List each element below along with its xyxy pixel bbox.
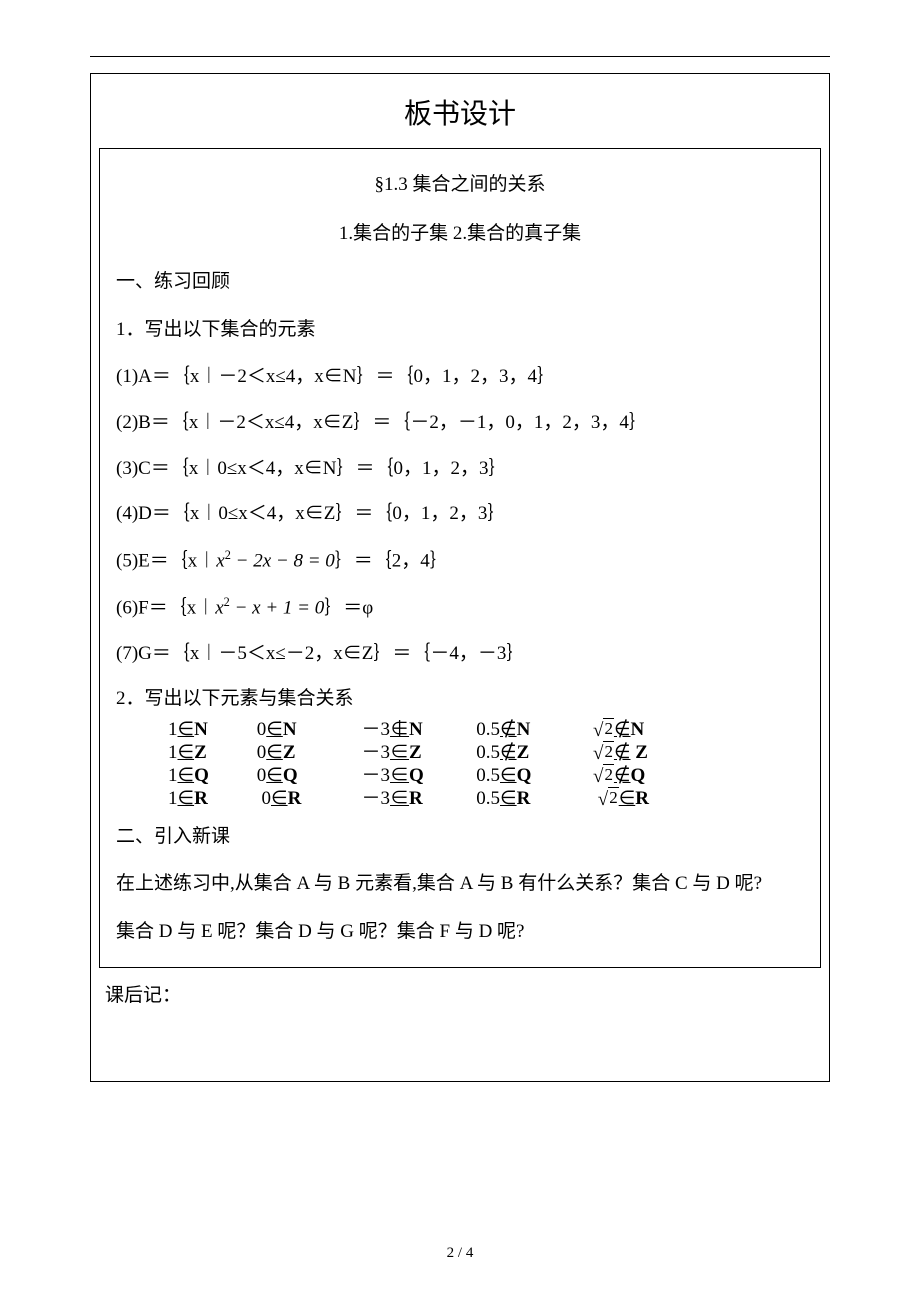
- sqrt-icon: 2: [591, 743, 614, 764]
- cell: 0.5∉Z: [476, 743, 586, 764]
- sqrt-icon: 2: [591, 720, 614, 741]
- cell: 0.5∉N: [476, 720, 586, 741]
- cell: 2∈R: [591, 789, 649, 810]
- page: 板书设计 §1.3 集合之间的关系 1.集合的子集 2.集合的真子集 一、练习回…: [0, 0, 920, 1302]
- q1-label: 1．写出以下集合的元素: [116, 317, 804, 343]
- part1-heading: 一、练习回顾: [116, 269, 804, 295]
- item-6-prefix: (6)F＝｛x︱: [116, 597, 215, 618]
- cell: 0.5∈R: [476, 789, 586, 810]
- item-6-rest: − x + 1 = 0: [230, 597, 324, 618]
- relation-grid: 1∈N 0∈N －3∉N 0.5∉N 2∉N 1∈Z 0∈Z －3∈Z 0.5∉…: [116, 720, 804, 810]
- page-footer: 2 / 4: [0, 1245, 920, 1262]
- cell: 0.5∈Q: [476, 766, 586, 787]
- relation-row-1: 1∈N 0∈N －3∉N 0.5∉N 2∉N: [116, 720, 804, 741]
- item-4: (4)D＝｛x︱0≤x＜4，x∈Z｝＝｛0，1，2，3｝: [116, 501, 804, 527]
- relation-row-4: 1∈R 0∈R －3∈R 0.5∈R 2∈R: [116, 789, 804, 810]
- relation-row-3: 1∈Q 0∈Q －3∈Q 0.5∈Q 2∉Q: [116, 766, 804, 787]
- cell: 0∈Q: [257, 766, 357, 787]
- item-5: (5)E＝｛x︱x2 − 2x − 8 = 0｝＝｛2，4｝: [116, 547, 804, 574]
- cell: 1∈N: [168, 720, 252, 741]
- outer-title: 板书设计: [95, 92, 825, 132]
- item-2: (2)B＝｛x︱－2＜x≤4，x∈Z｝＝｛－2，－1，0，1，2，3，4｝: [116, 410, 804, 436]
- cell: 0∈Z: [257, 743, 357, 764]
- para-1: 在上述练习中,从集合 A 与 B 元素看,集合 A 与 B 有什么关系？集合 C…: [116, 871, 804, 897]
- part2-heading: 二、引入新课: [116, 824, 804, 850]
- item-7: (7)G＝｛x︱－5＜x≤－2，x∈Z｝＝｛－4，－3｝: [116, 641, 804, 667]
- notes-label: 课后记：: [105, 980, 825, 1007]
- item-5-rest: − 2x − 8 = 0: [231, 550, 335, 571]
- cell: －3∉N: [362, 720, 472, 741]
- relation-row-2: 1∈Z 0∈Z －3∈Z 0.5∉Z 2∉ Z: [116, 743, 804, 764]
- cell: 2∉ Z: [591, 743, 648, 764]
- item-6-suffix: ｝＝φ: [324, 597, 373, 618]
- q2-label: 2．写出以下元素与集合关系: [116, 686, 804, 712]
- cell: 0∈N: [257, 720, 357, 741]
- cell: 2∉Q: [591, 766, 645, 787]
- outer-box: 板书设计 §1.3 集合之间的关系 1.集合的子集 2.集合的真子集 一、练习回…: [90, 73, 830, 1082]
- item-5-prefix: (5)E＝｛x︱: [116, 550, 216, 571]
- cell: 1∈Z: [168, 743, 252, 764]
- sqrt-icon: 2: [591, 766, 614, 787]
- para-2: 集合 D 与 E 呢？集合 D 与 G 呢？集合 F 与 D 呢?: [116, 919, 804, 945]
- item-5-suffix: ｝＝｛2，4｝: [335, 550, 449, 571]
- cell: 2∉N: [591, 720, 644, 741]
- cell: 1∈Q: [168, 766, 252, 787]
- item-6-var: x: [215, 597, 223, 618]
- item-1: (1)A＝｛x︱－2＜x≤4，x∈N｝＝｛0，1，2，3，4｝: [116, 364, 804, 390]
- item-6: (6)F＝｛x︱x2 − x + 1 = 0｝＝φ: [116, 594, 804, 621]
- section-label: §1.3 集合之间的关系: [116, 169, 804, 196]
- cell: －3∈Q: [362, 766, 472, 787]
- item-5-var: x: [216, 550, 224, 571]
- header-rule: [90, 56, 830, 57]
- sqrt-icon: 2: [596, 789, 619, 810]
- item-3: (3)C＝｛x︱0≤x＜4，x∈N｝＝｛0，1，2，3｝: [116, 456, 804, 482]
- inner-box: §1.3 集合之间的关系 1.集合的子集 2.集合的真子集 一、练习回顾 1．写…: [99, 148, 821, 968]
- cell: 0∈R: [257, 789, 357, 810]
- cell: －3∈Z: [362, 743, 472, 764]
- cell: －3∈R: [362, 789, 472, 810]
- section-subtitle: 1.集合的子集 2.集合的真子集: [116, 218, 804, 245]
- notes-space: [95, 1007, 825, 1077]
- cell: 1∈R: [168, 789, 252, 810]
